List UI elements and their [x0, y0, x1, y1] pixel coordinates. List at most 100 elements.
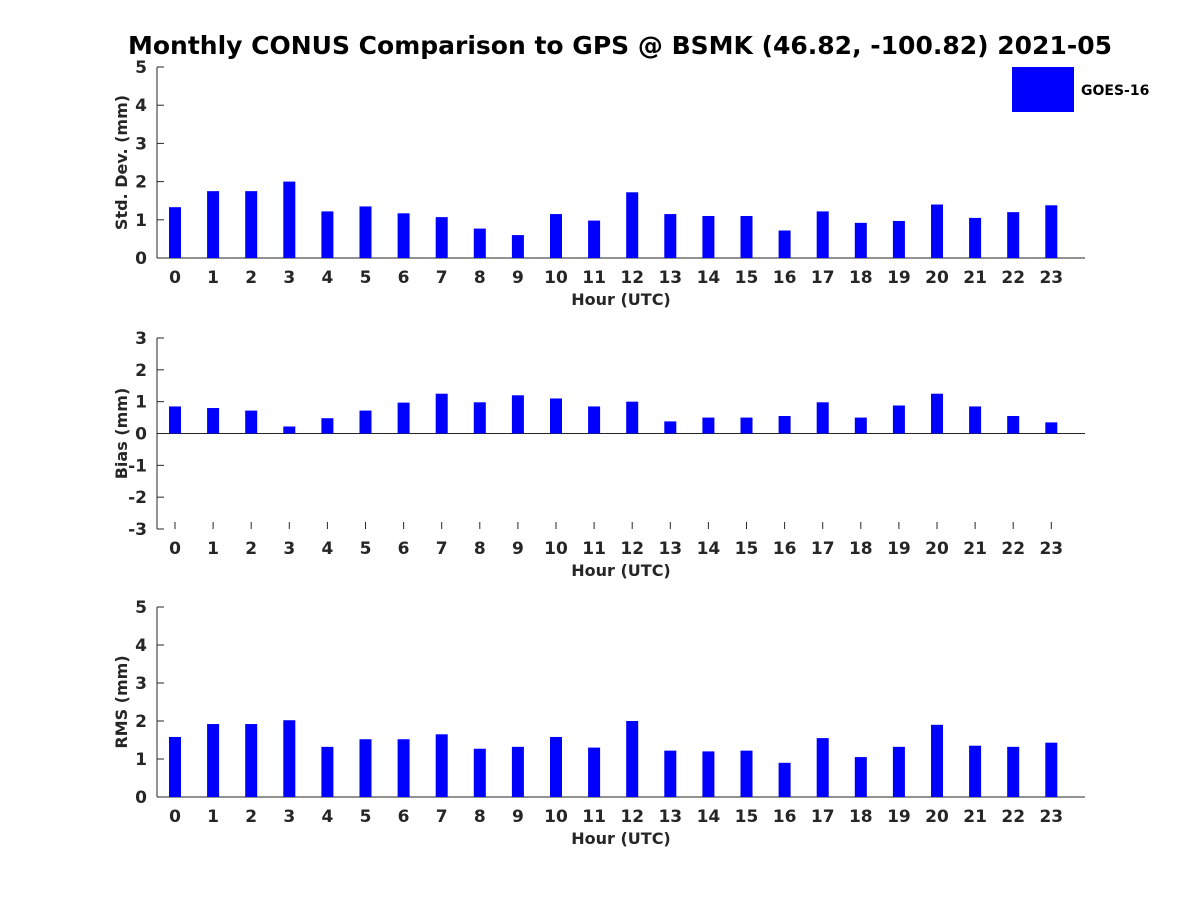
bar	[816, 402, 829, 434]
x-tick-label: 3	[283, 807, 295, 827]
bar	[207, 724, 220, 797]
bar	[740, 215, 753, 258]
x-tick-label: 17	[811, 539, 835, 559]
x-tick-label: 19	[887, 807, 911, 827]
x-tick-label: 13	[658, 268, 682, 288]
x-tick-label: 2	[245, 807, 257, 827]
bar	[359, 206, 372, 258]
x-tick-label: 23	[1039, 807, 1063, 827]
x-tick-label: 23	[1039, 268, 1063, 288]
x-tick-label: 10	[544, 268, 568, 288]
x-tick-label: 18	[849, 807, 873, 827]
y-tick-label: 3	[135, 329, 147, 349]
bar	[778, 762, 791, 797]
y-tick-label: 4	[135, 96, 147, 116]
bar	[854, 417, 867, 434]
bar	[702, 751, 715, 797]
bar	[550, 736, 562, 797]
x-tick-label: 6	[398, 539, 410, 559]
x-tick-label: 22	[1001, 539, 1025, 559]
bar	[283, 181, 296, 258]
bar	[169, 736, 181, 797]
bar	[588, 220, 601, 258]
bar	[626, 401, 639, 434]
y-tick-label: 5	[135, 58, 147, 78]
y-axis-label: Std. Dev. (mm)	[112, 95, 131, 230]
bar	[816, 211, 829, 258]
bar	[321, 746, 334, 797]
bar	[740, 750, 753, 797]
x-tick-label: 0	[169, 807, 181, 827]
x-tick-label: 11	[582, 807, 606, 827]
y-tick-label: 3	[135, 134, 147, 154]
x-tick-label: 8	[474, 539, 486, 559]
bar	[397, 739, 410, 797]
x-axis-label: Hour (UTC)	[571, 829, 671, 848]
y-tick-label: 3	[135, 674, 147, 694]
bar	[702, 417, 715, 434]
bar	[664, 421, 677, 434]
x-tick-label: 5	[360, 807, 372, 827]
bar	[321, 211, 334, 258]
bar	[626, 192, 639, 258]
bar	[1007, 212, 1020, 258]
bar	[816, 738, 829, 797]
bar	[778, 415, 791, 434]
bar	[588, 406, 601, 434]
x-tick-label: 5	[360, 268, 372, 288]
y-tick-label: -1	[128, 456, 147, 476]
x-tick-label: 17	[811, 807, 835, 827]
bar	[283, 426, 296, 434]
x-tick-label: 9	[512, 268, 524, 288]
bar	[778, 230, 791, 258]
x-tick-label: 3	[283, 539, 295, 559]
x-tick-label: 5	[360, 539, 372, 559]
bar	[207, 191, 220, 258]
x-axis-label: Hour (UTC)	[571, 290, 671, 309]
legend-label: GOES-16	[1081, 83, 1149, 99]
bar	[969, 217, 982, 258]
bar	[931, 724, 943, 797]
bar	[626, 721, 639, 797]
bar	[245, 191, 258, 258]
x-tick-label: 0	[169, 268, 181, 288]
bar	[169, 207, 181, 258]
y-tick-label: 2	[135, 173, 147, 193]
y-tick-label: 2	[135, 712, 147, 732]
x-tick-label: 8	[474, 807, 486, 827]
bar	[1007, 746, 1020, 797]
x-tick-label: 4	[321, 268, 333, 288]
bar	[588, 747, 601, 797]
legend-swatch	[1012, 67, 1074, 112]
bar	[854, 757, 867, 797]
x-tick-label: 22	[1001, 807, 1025, 827]
x-tick-label: 22	[1001, 268, 1025, 288]
bar	[473, 748, 486, 797]
bar	[511, 395, 524, 434]
x-tick-label: 3	[283, 268, 295, 288]
x-tick-label: 15	[735, 539, 759, 559]
y-tick-label: 2	[135, 361, 147, 381]
y-tick-label: 1	[135, 750, 147, 770]
x-tick-label: 9	[512, 539, 524, 559]
bar	[1045, 205, 1058, 258]
x-tick-label: 11	[582, 268, 606, 288]
bar	[435, 734, 448, 797]
bar	[207, 408, 220, 434]
bar	[1045, 422, 1058, 434]
x-tick-label: 15	[735, 268, 759, 288]
x-tick-label: 7	[436, 539, 448, 559]
bar	[321, 418, 334, 434]
bar	[931, 393, 943, 434]
y-tick-label: 0	[135, 249, 147, 269]
y-axis-label: Bias (mm)	[112, 388, 131, 480]
bar	[702, 215, 715, 258]
bar	[931, 204, 943, 258]
x-tick-label: 17	[811, 268, 835, 288]
x-tick-label: 4	[321, 539, 333, 559]
bar	[283, 720, 296, 797]
x-tick-label: 1	[207, 807, 219, 827]
